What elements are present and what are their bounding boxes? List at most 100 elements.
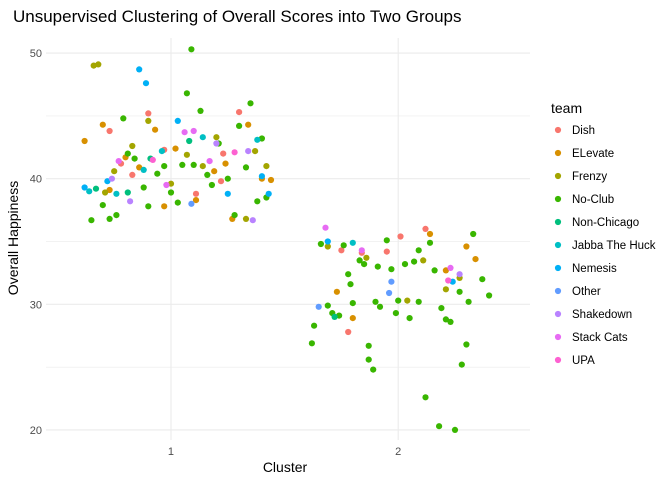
point-jabba-the-huck bbox=[158, 148, 165, 155]
point-frenzy bbox=[263, 163, 270, 170]
point-no-club bbox=[372, 298, 379, 305]
point-frenzy bbox=[363, 254, 370, 261]
x-tick-label: 1 bbox=[168, 446, 174, 458]
point-no-club bbox=[340, 242, 347, 249]
y-tick-label: 50 bbox=[30, 48, 42, 60]
point-frenzy bbox=[183, 151, 190, 158]
legend-label-shakedown: Shakedown bbox=[572, 309, 632, 321]
point-frenzy bbox=[252, 148, 259, 155]
point-no-club bbox=[247, 100, 254, 107]
point-no-club bbox=[179, 161, 186, 168]
point-no-club bbox=[161, 163, 168, 170]
point-elevate bbox=[211, 168, 218, 175]
point-frenzy bbox=[129, 142, 136, 150]
data-points bbox=[81, 46, 493, 433]
legend-key-non-chicago bbox=[554, 218, 562, 226]
point-dish bbox=[106, 127, 113, 135]
point-no-club bbox=[447, 318, 454, 325]
point-no-club bbox=[106, 215, 113, 222]
point-no-club bbox=[370, 366, 377, 373]
point-no-club bbox=[451, 426, 459, 433]
point-jabba-the-huck bbox=[113, 190, 120, 197]
point-shakedown bbox=[456, 271, 463, 278]
x-tick-label: 2 bbox=[395, 446, 401, 458]
legend: team Dish ELevate Frenzy No-Club Non-Chicago… bbox=[551, 100, 656, 367]
point-non-chicago bbox=[92, 185, 100, 192]
point-no-club bbox=[415, 298, 422, 305]
point-elevate bbox=[442, 267, 449, 274]
point-frenzy bbox=[242, 215, 250, 222]
point-dish bbox=[129, 171, 136, 178]
point-frenzy bbox=[213, 134, 220, 141]
legend-item-shakedown: Shakedown bbox=[554, 309, 632, 321]
legend-label-jabba-the-huck: Jabba The Huck bbox=[572, 240, 656, 252]
point-nemesis bbox=[81, 184, 88, 191]
point-no-club bbox=[120, 115, 127, 122]
point-no-club bbox=[113, 212, 120, 219]
point-no-club bbox=[361, 261, 368, 268]
point-other bbox=[315, 303, 322, 310]
point-upa bbox=[445, 277, 452, 284]
point-shakedown bbox=[249, 217, 256, 224]
point-no-club bbox=[411, 258, 418, 265]
point-nemesis bbox=[174, 117, 181, 124]
point-dish bbox=[422, 225, 429, 232]
point-no-club bbox=[401, 261, 409, 268]
point-no-club bbox=[415, 247, 422, 254]
point-nemesis bbox=[258, 173, 265, 180]
point-frenzy bbox=[404, 297, 411, 304]
legend-item-no-club: No-Club bbox=[554, 194, 614, 206]
point-no-club bbox=[479, 276, 486, 283]
legend-item-non-chicago: Non-Chicago bbox=[554, 217, 639, 229]
point-dish bbox=[220, 150, 227, 157]
point-no-club bbox=[183, 90, 190, 97]
point-nemesis bbox=[265, 190, 272, 197]
point-elevate bbox=[152, 126, 159, 133]
point-jabba-the-huck bbox=[349, 239, 356, 246]
point-no-club bbox=[311, 322, 318, 329]
point-no-club bbox=[347, 281, 354, 288]
legend-key-shakedown bbox=[554, 310, 562, 318]
point-no-club bbox=[486, 292, 493, 299]
point-no-club bbox=[470, 230, 477, 238]
legend-label-other: Other bbox=[572, 286, 601, 298]
point-elevate bbox=[81, 137, 88, 145]
point-no-club bbox=[406, 315, 413, 322]
point-frenzy bbox=[199, 163, 206, 170]
legend-item-jabba-the-huck: Jabba The Huck bbox=[554, 240, 656, 252]
point-other bbox=[188, 200, 195, 207]
point-no-club bbox=[431, 267, 438, 274]
point-no-club bbox=[197, 107, 204, 114]
point-no-club bbox=[224, 175, 231, 182]
point-shakedown bbox=[108, 175, 115, 182]
point-elevate bbox=[192, 197, 200, 204]
y-axis-title: Overall Happiness bbox=[5, 181, 21, 295]
point-shakedown bbox=[127, 198, 134, 205]
point-frenzy bbox=[420, 257, 427, 264]
point-stack-cats bbox=[358, 247, 365, 254]
point-no-club bbox=[236, 122, 243, 129]
chart-title: Unsupervised Clustering of Overall Score… bbox=[13, 7, 462, 26]
point-frenzy bbox=[442, 286, 449, 293]
legend-key-elevate bbox=[554, 149, 562, 157]
point-dish bbox=[145, 110, 152, 117]
point-elevate bbox=[472, 256, 479, 263]
legend-item-upa: UPA bbox=[554, 355, 595, 367]
point-no-club bbox=[436, 423, 443, 430]
point-nemesis bbox=[324, 238, 331, 245]
point-dish bbox=[338, 247, 345, 254]
point-frenzy bbox=[102, 189, 109, 196]
point-no-club bbox=[317, 240, 324, 248]
point-no-club bbox=[426, 239, 434, 246]
point-no-club bbox=[188, 46, 195, 53]
point-frenzy bbox=[111, 168, 118, 175]
point-no-club bbox=[174, 199, 181, 206]
point-no-club bbox=[374, 263, 381, 270]
point-dish bbox=[397, 233, 404, 240]
point-frenzy bbox=[324, 243, 331, 250]
legend-key-upa bbox=[554, 356, 562, 364]
legend-item-dish: Dish bbox=[554, 125, 595, 137]
legend-label-frenzy: Frenzy bbox=[572, 171, 607, 183]
